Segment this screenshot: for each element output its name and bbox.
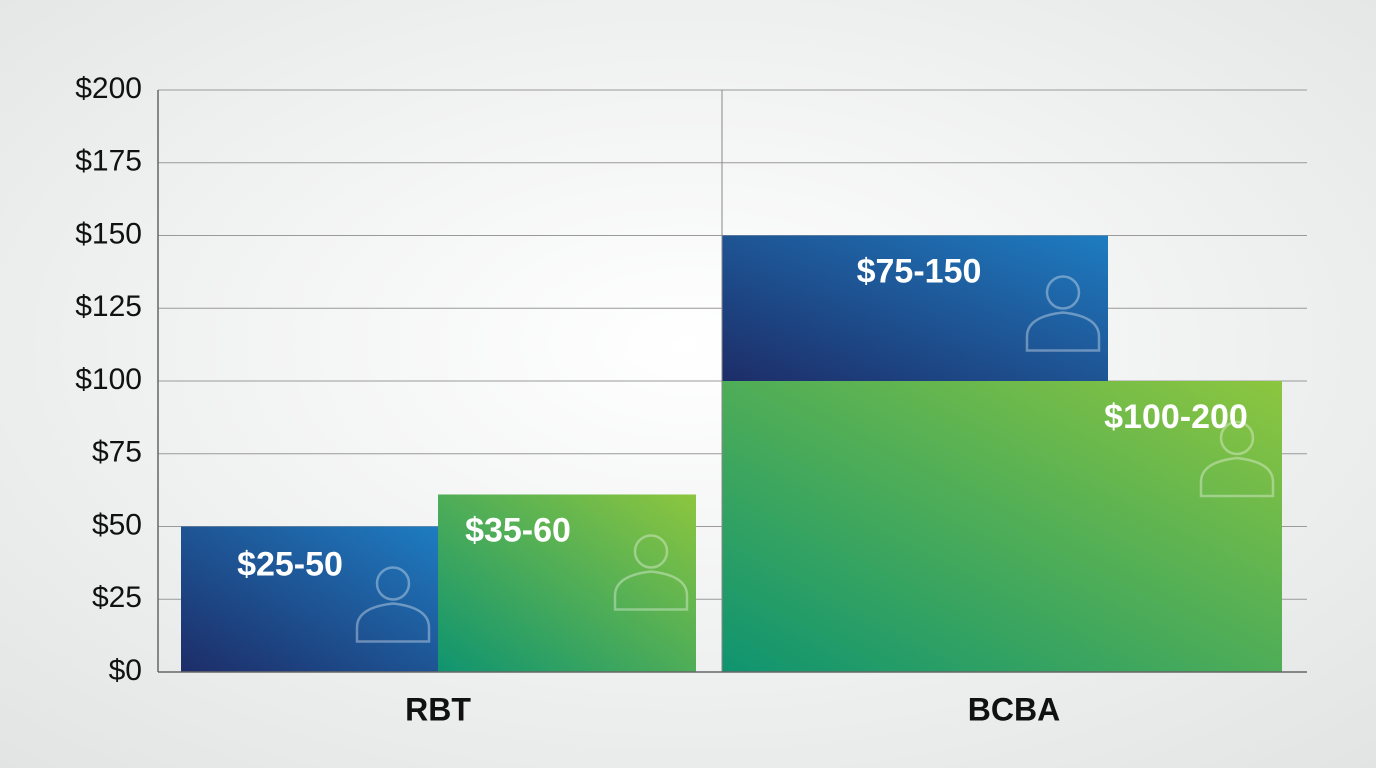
y-tick-label: $75 xyxy=(92,436,142,469)
y-tick-label: $0 xyxy=(109,654,142,687)
bar xyxy=(181,526,438,672)
value-label: $75-150 xyxy=(857,252,982,290)
y-tick-label: $25 xyxy=(92,581,142,614)
bar xyxy=(438,494,696,672)
y-tick-label: $100 xyxy=(75,363,142,396)
value-label: $25-50 xyxy=(237,545,343,583)
bars xyxy=(181,235,1282,672)
x-tick-label: RBT xyxy=(405,691,471,727)
x-tick-label: BCBA xyxy=(968,691,1060,727)
icon xyxy=(375,566,411,601)
bar xyxy=(722,381,1282,672)
y-tick-label: $50 xyxy=(92,508,142,541)
y-tick-label: $175 xyxy=(75,145,142,178)
icon xyxy=(1199,456,1275,498)
icon xyxy=(1045,275,1081,310)
icon xyxy=(1219,420,1255,456)
y-tick-label: $150 xyxy=(75,217,142,250)
icon xyxy=(613,570,689,611)
bar xyxy=(722,235,1108,381)
y-tick-label: $125 xyxy=(75,290,142,323)
y-tick-label: $200 xyxy=(75,72,142,105)
icon xyxy=(633,534,669,569)
labels: $0 $25 $50 $75 $100 $125 $150 $175 $200 $25-50 $75… xyxy=(75,72,1248,728)
icon xyxy=(1025,311,1101,352)
value-label: $100-200 xyxy=(1104,398,1248,436)
icon xyxy=(355,602,431,643)
value-label: $35-60 xyxy=(465,511,571,549)
